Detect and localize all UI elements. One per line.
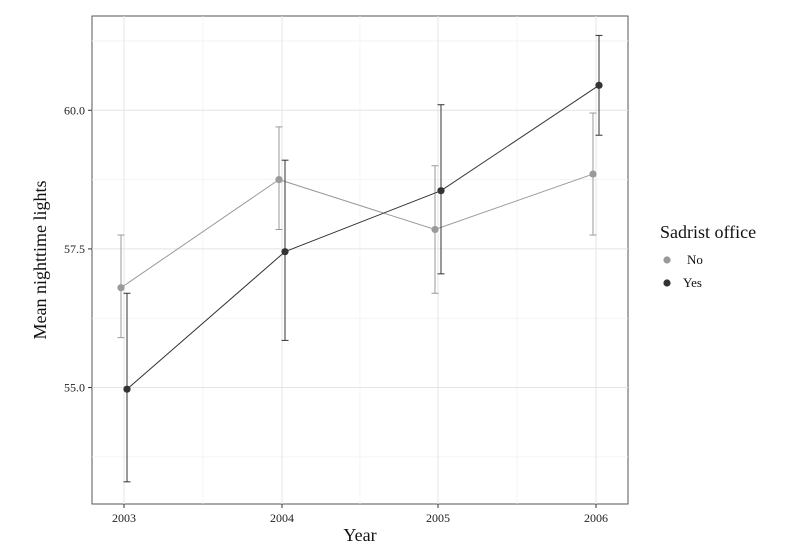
- x-axis-title: Year: [343, 525, 376, 545]
- legend-label-no: No: [687, 252, 703, 267]
- y-axis-title: Mean nighttime lights: [30, 181, 50, 340]
- y-tick-label: 57.5: [64, 242, 85, 256]
- series-layer: [117, 34, 603, 483]
- series-no: [117, 112, 597, 339]
- legend: Sadrist office No Yes: [660, 222, 756, 290]
- legend-label-yes: Yes: [683, 275, 702, 290]
- legend-marker-yes: [663, 279, 671, 287]
- data-point: [431, 225, 439, 234]
- axes: 55.0 57.5 60.0 2003 2004 2005 2006: [64, 103, 608, 525]
- series-line: [126, 84, 600, 390]
- legend-title: Sadrist office: [660, 222, 756, 242]
- legend-marker-no: [663, 256, 671, 264]
- x-tick-label: 2003: [112, 511, 136, 525]
- grid: [92, 16, 628, 504]
- series-line: [120, 173, 594, 289]
- x-tick-label: 2006: [584, 511, 608, 525]
- data-point: [123, 385, 131, 393]
- data-point: [281, 248, 289, 256]
- y-tick-label: 55.0: [64, 381, 85, 395]
- data-point: [589, 170, 597, 178]
- data-point: [595, 81, 603, 89]
- series-yes: [123, 34, 603, 483]
- y-tick-label: 60.0: [64, 103, 85, 117]
- x-tick-label: 2005: [426, 511, 450, 525]
- data-point: [275, 175, 283, 184]
- data-point: [117, 284, 125, 292]
- data-point: [437, 187, 445, 195]
- x-tick-label: 2004: [270, 511, 294, 525]
